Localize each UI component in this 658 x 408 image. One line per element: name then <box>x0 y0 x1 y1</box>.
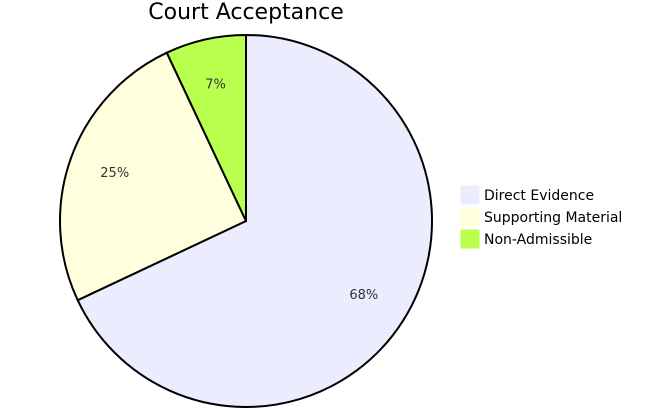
pie-slice <box>165 33 247 222</box>
slice-label: 68% <box>349 288 378 303</box>
pie-slice <box>76 33 433 408</box>
legend-label: Non-Admissible <box>484 232 592 248</box>
slice-label: 25% <box>100 166 129 181</box>
pie-slice <box>59 51 248 302</box>
legend-swatch <box>460 207 480 227</box>
legend-label: Direct Evidence <box>484 188 594 204</box>
legend-swatch <box>460 229 480 249</box>
chart-title: Court Acceptance <box>148 0 343 25</box>
legend-swatch <box>460 185 480 205</box>
slice-label: 7% <box>205 77 226 92</box>
legend-label: Supporting Material <box>484 210 622 226</box>
